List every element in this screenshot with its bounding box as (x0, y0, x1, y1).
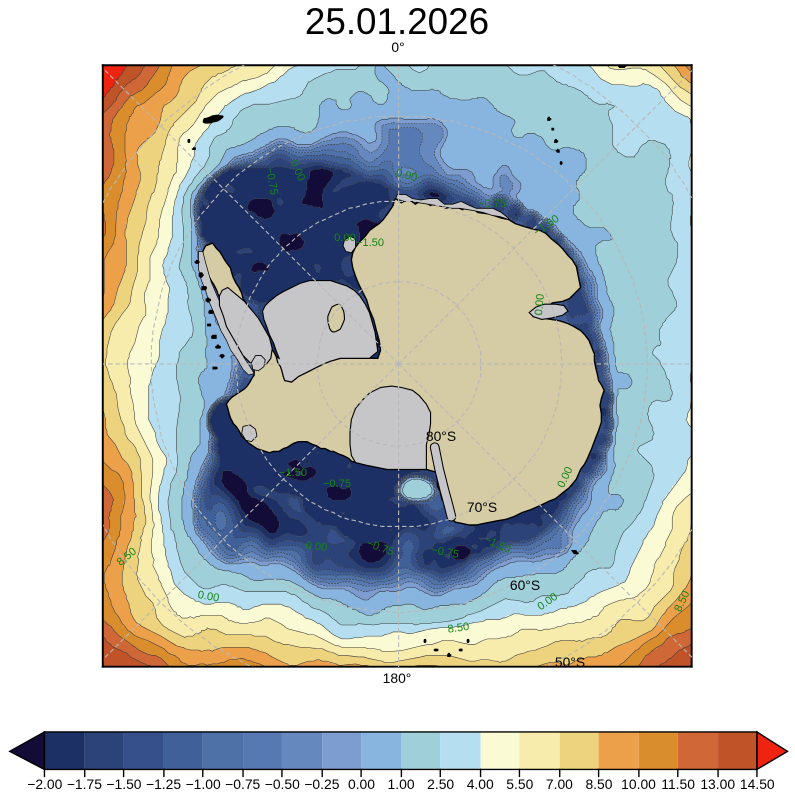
svg-text:70°S: 70°S (467, 499, 497, 515)
svg-text:8.50: 8.50 (585, 776, 612, 792)
svg-text:−1.50: −1.50 (106, 776, 141, 792)
svg-text:0.00: 0.00 (197, 589, 220, 605)
svg-text:25.01.2026: 25.01.2026 (305, 1, 489, 42)
svg-text:−0.75: −0.75 (225, 776, 260, 792)
svg-text:−0.75: −0.75 (263, 166, 280, 196)
svg-text:180°: 180° (383, 670, 412, 686)
svg-text:−1.25: −1.25 (146, 776, 181, 792)
svg-text:10.00: 10.00 (621, 776, 656, 792)
svg-text:−0.50: −0.50 (265, 776, 300, 792)
svg-text:5.50: 5.50 (506, 776, 533, 792)
svg-text:2.50: 2.50 (427, 776, 454, 792)
svg-text:80°S: 80°S (426, 428, 456, 444)
svg-text:−0.75: −0.75 (430, 544, 460, 561)
svg-text:13.00: 13.00 (700, 776, 735, 792)
svg-text:0.00: 0.00 (394, 167, 418, 184)
svg-text:−1.75: −1.75 (67, 776, 102, 792)
svg-text:0.00: 0.00 (533, 293, 547, 316)
svg-text:14.50: 14.50 (740, 776, 775, 792)
svg-text:−1.50: −1.50 (279, 467, 307, 479)
svg-text:0.00: 0.00 (348, 776, 375, 792)
svg-text:−0.75: −0.75 (323, 478, 351, 490)
svg-text:−1.50: −1.50 (356, 237, 384, 249)
svg-text:8.50: 8.50 (447, 621, 470, 636)
svg-text:−1.00: −1.00 (186, 776, 221, 792)
svg-text:0°: 0° (391, 39, 404, 55)
svg-text:50°S: 50°S (555, 654, 585, 670)
svg-text:11.50: 11.50 (661, 776, 695, 792)
svg-text:1.00: 1.00 (388, 776, 415, 792)
svg-text:4.00: 4.00 (467, 776, 494, 792)
svg-text:60°S: 60°S (510, 577, 540, 593)
svg-text:−0.25: −0.25 (304, 776, 339, 792)
svg-text:0.00: 0.00 (334, 232, 356, 244)
svg-text:−2.00: −2.00 (27, 776, 62, 792)
svg-text:7.00: 7.00 (546, 776, 573, 792)
svg-text:−0.75: −0.75 (478, 198, 506, 210)
svg-text:0.00: 0.00 (305, 540, 328, 554)
